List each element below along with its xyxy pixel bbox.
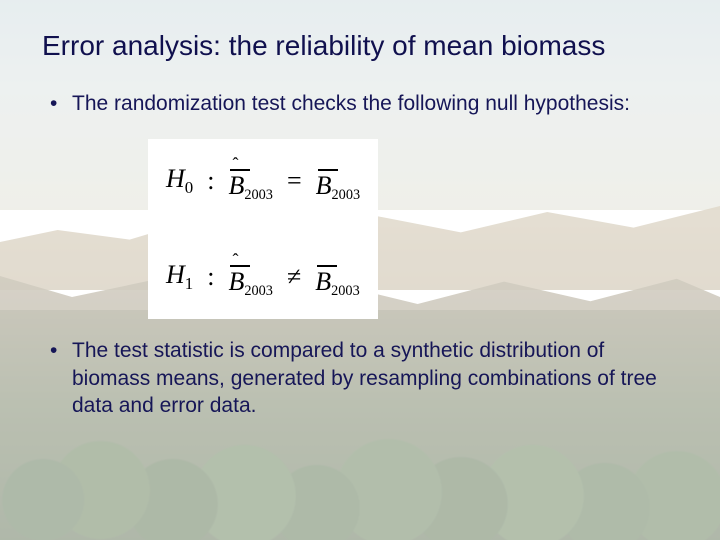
equation-h0: H0 : ˆ B2003 = B2003 [166, 149, 360, 213]
h1-lhs-sub: 2003 [244, 283, 273, 299]
h0-letter: H [166, 164, 185, 193]
bullet-list: The randomization test checks the follow… [42, 90, 678, 117]
h0-lhs-sub: 2003 [244, 187, 273, 203]
h0-rhs: B2003 [316, 159, 360, 204]
equation-gap [166, 213, 360, 245]
h1-rhs-sub: 2003 [331, 283, 360, 299]
bullet-list-2: The test statistic is compared to a synt… [42, 337, 678, 419]
h1-sub: 1 [185, 274, 193, 293]
bullet-2: The test statistic is compared to a synt… [42, 337, 678, 419]
h1-op: ≠ [283, 262, 305, 292]
slide-title: Error analysis: the reliability of mean … [42, 30, 678, 62]
h0-lhs: ˆ B2003 [228, 159, 272, 204]
bullet-1: The randomization test checks the follow… [42, 90, 678, 117]
h1-label: H1 [166, 260, 193, 294]
slide: Error analysis: the reliability of mean … [0, 0, 720, 540]
h0-op: = [283, 166, 306, 196]
equation-block: H0 : ˆ B2003 = B2003 H1 : [148, 139, 378, 319]
h1-rhs: B2003 [315, 255, 359, 300]
h1-lhs: ˆ B2003 [228, 255, 272, 300]
h0-rhs-sub: 2003 [332, 187, 361, 203]
h0-sub: 0 [185, 178, 193, 197]
equation-h1: H1 : ˆ B2003 ≠ B2003 [166, 245, 360, 309]
h0-label: H0 [166, 164, 193, 198]
h0-colon: : [203, 166, 218, 196]
slide-content: Error analysis: the reliability of mean … [0, 0, 720, 419]
h1-colon: : [203, 262, 218, 292]
h1-letter: H [166, 260, 185, 289]
